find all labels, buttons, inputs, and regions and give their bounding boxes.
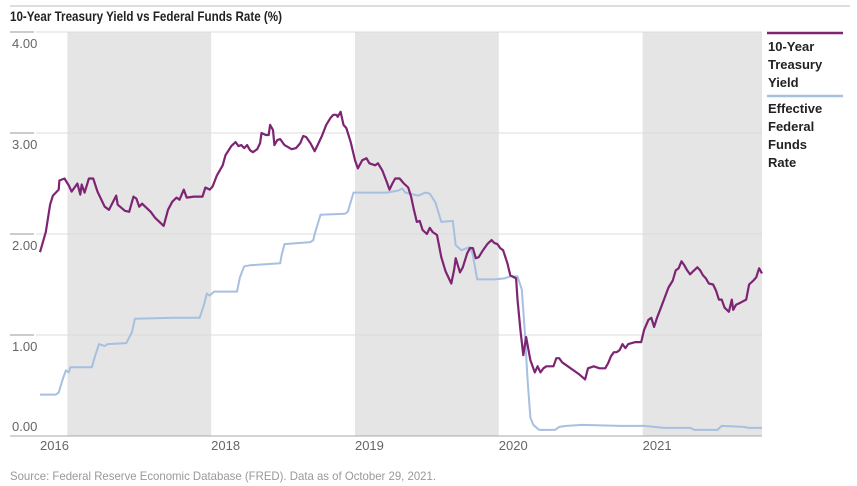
legend-label-treasury-1: 10-Year — [768, 39, 814, 54]
source-note: Source: Federal Reserve Economic Databas… — [10, 469, 436, 483]
y-tick-label: 3.00 — [12, 137, 37, 152]
legend-label-fed-funds-4: Rate — [768, 155, 796, 170]
x-tick-label: 2020 — [499, 438, 528, 453]
x-tick-label: 2021 — [643, 438, 672, 453]
legend-label-treasury-3: Yield — [768, 75, 799, 90]
x-axis: 2016 2018 2019 2020 2021 — [40, 438, 672, 453]
chart-title: 10-Year Treasury Yield vs Federal Funds … — [10, 8, 282, 24]
legend-label-fed-funds-3: Funds — [768, 137, 807, 152]
series-line-treasury-yield — [38, 110, 763, 381]
legend: 10-Year Treasury Yield Effective Federal… — [767, 31, 843, 170]
x-tick-label: 2019 — [355, 438, 384, 453]
y-tick-label: 2.00 — [12, 238, 37, 253]
y-axis: 0.00 1.00 2.00 3.00 4.00 — [10, 31, 762, 437]
legend-label-fed-funds-1: Effective — [768, 101, 822, 116]
x-tick-label: 2018 — [211, 438, 240, 453]
gridlines — [36, 31, 762, 336]
series-line-fed-funds-rate — [40, 187, 762, 431]
legend-label-treasury-2: Treasury — [768, 57, 823, 72]
legend-label-fed-funds-2: Federal — [768, 119, 814, 134]
x-tick-label: 2016 — [40, 438, 69, 453]
series-lines — [38, 110, 763, 431]
y-tick-label: 1.00 — [12, 339, 37, 354]
y-tick-label: 0.00 — [12, 419, 37, 434]
y-tick-label: 4.00 — [12, 36, 37, 51]
